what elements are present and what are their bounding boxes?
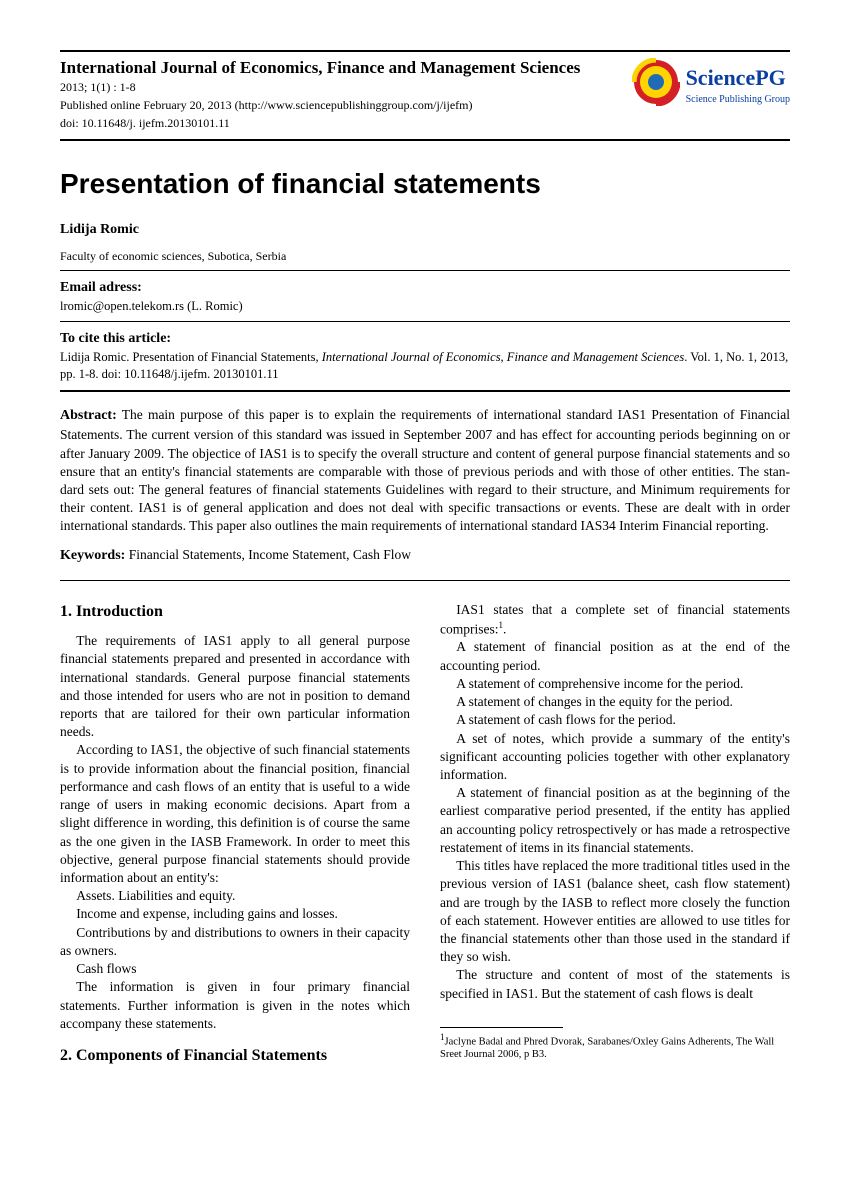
body-text: IAS1 states that a complete set of finan…: [440, 602, 790, 637]
abstract-label: Abstract:: [60, 408, 117, 423]
cite-author: Lidija Romic. Presentation of Financial …: [60, 350, 322, 364]
cite-journal: International Journal of Economics, Fina…: [322, 350, 684, 364]
doi-line: doi: 10.11648/j. ijefm.20130101.11: [60, 116, 632, 132]
divider: [60, 321, 790, 322]
heavy-divider: [60, 390, 790, 392]
body-paragraph: A statement of comprehensive income for …: [440, 675, 790, 693]
body-text: .: [503, 621, 506, 636]
body-paragraph: A statement of cash flows for the period…: [440, 711, 790, 729]
email-label: Email adress:: [60, 279, 790, 298]
footnote: 1Jaclyne Badal and Phred Dvorak, Saraban…: [440, 1032, 790, 1062]
author-affiliation: Faculty of economic sciences, Subotica, …: [60, 248, 790, 264]
journal-title: International Journal of Economics, Fina…: [60, 58, 632, 78]
email-value: lromic@open.telekom.rs (L. Romic): [60, 298, 790, 315]
body-paragraph: This titles have replaced the more tradi…: [440, 857, 790, 966]
keywords-text: Financial Statements, Income Statement, …: [125, 547, 411, 562]
citation-text: Lidija Romic. Presentation of Financial …: [60, 349, 790, 383]
body-divider: [60, 580, 790, 581]
body-paragraph: A statement of financial position as at …: [440, 638, 790, 674]
paper-title: Presentation of financial statements: [60, 165, 790, 203]
header-left: International Journal of Economics, Fina…: [60, 58, 632, 131]
published-line: Published online February 20, 2013 (http…: [60, 98, 632, 114]
section-1-heading: 1. Introduction: [60, 601, 410, 623]
publisher-block: SciencePG Science Publishing Group: [632, 58, 790, 111]
keywords-block: Keywords: Financial Statements, Income S…: [60, 546, 790, 566]
publisher-sub: Science Publishing Group: [686, 93, 790, 107]
body-paragraph: According to IAS1, the objective of such…: [60, 741, 410, 887]
author-name: Lidija Romic: [60, 221, 790, 240]
abstract-text: The main purpose of this paper is to exp…: [60, 407, 790, 533]
footnote-text: Jaclyne Badal and Phred Dvorak, Sarabane…: [440, 1036, 774, 1060]
body-paragraph: The structure and content of most of the…: [440, 966, 790, 1002]
body-paragraph: A statement of financial position as at …: [440, 784, 790, 857]
column-right: IAS1 states that a complete set of finan…: [440, 601, 790, 1077]
page-header: International Journal of Economics, Fina…: [60, 50, 790, 141]
issue-line: 2013; 1(1) : 1-8: [60, 80, 632, 96]
divider: [60, 270, 790, 271]
publisher-logo-icon: [632, 58, 680, 111]
footnote-rule: [440, 1027, 563, 1028]
body-columns: 1. Introduction The requirements of IAS1…: [60, 601, 790, 1077]
body-paragraph: The requirements of IAS1 apply to all ge…: [60, 632, 410, 741]
body-paragraph: Contributions by and distributions to ow…: [60, 924, 410, 960]
abstract-block: Abstract: The main purpose of this paper…: [60, 406, 790, 535]
body-paragraph: The information is given in four primary…: [60, 978, 410, 1033]
body-paragraph: A statement of changes in the equity for…: [440, 693, 790, 711]
section-2-heading: 2. Components of Financial Statements: [60, 1045, 410, 1067]
body-paragraph: IAS1 states that a complete set of finan…: [440, 601, 790, 639]
column-left: 1. Introduction The requirements of IAS1…: [60, 601, 410, 1077]
body-paragraph: Cash flows: [60, 960, 410, 978]
publisher-name: SciencePG: [686, 63, 790, 93]
body-paragraph: Income and expense, including gains and …: [60, 905, 410, 923]
cite-label: To cite this article:: [60, 330, 790, 349]
body-paragraph: Assets. Liabilities and equity.: [60, 887, 410, 905]
publisher-text: SciencePG Science Publishing Group: [686, 63, 790, 107]
keywords-label: Keywords:: [60, 548, 125, 563]
body-paragraph: A set of notes, which provide a summary …: [440, 730, 790, 785]
